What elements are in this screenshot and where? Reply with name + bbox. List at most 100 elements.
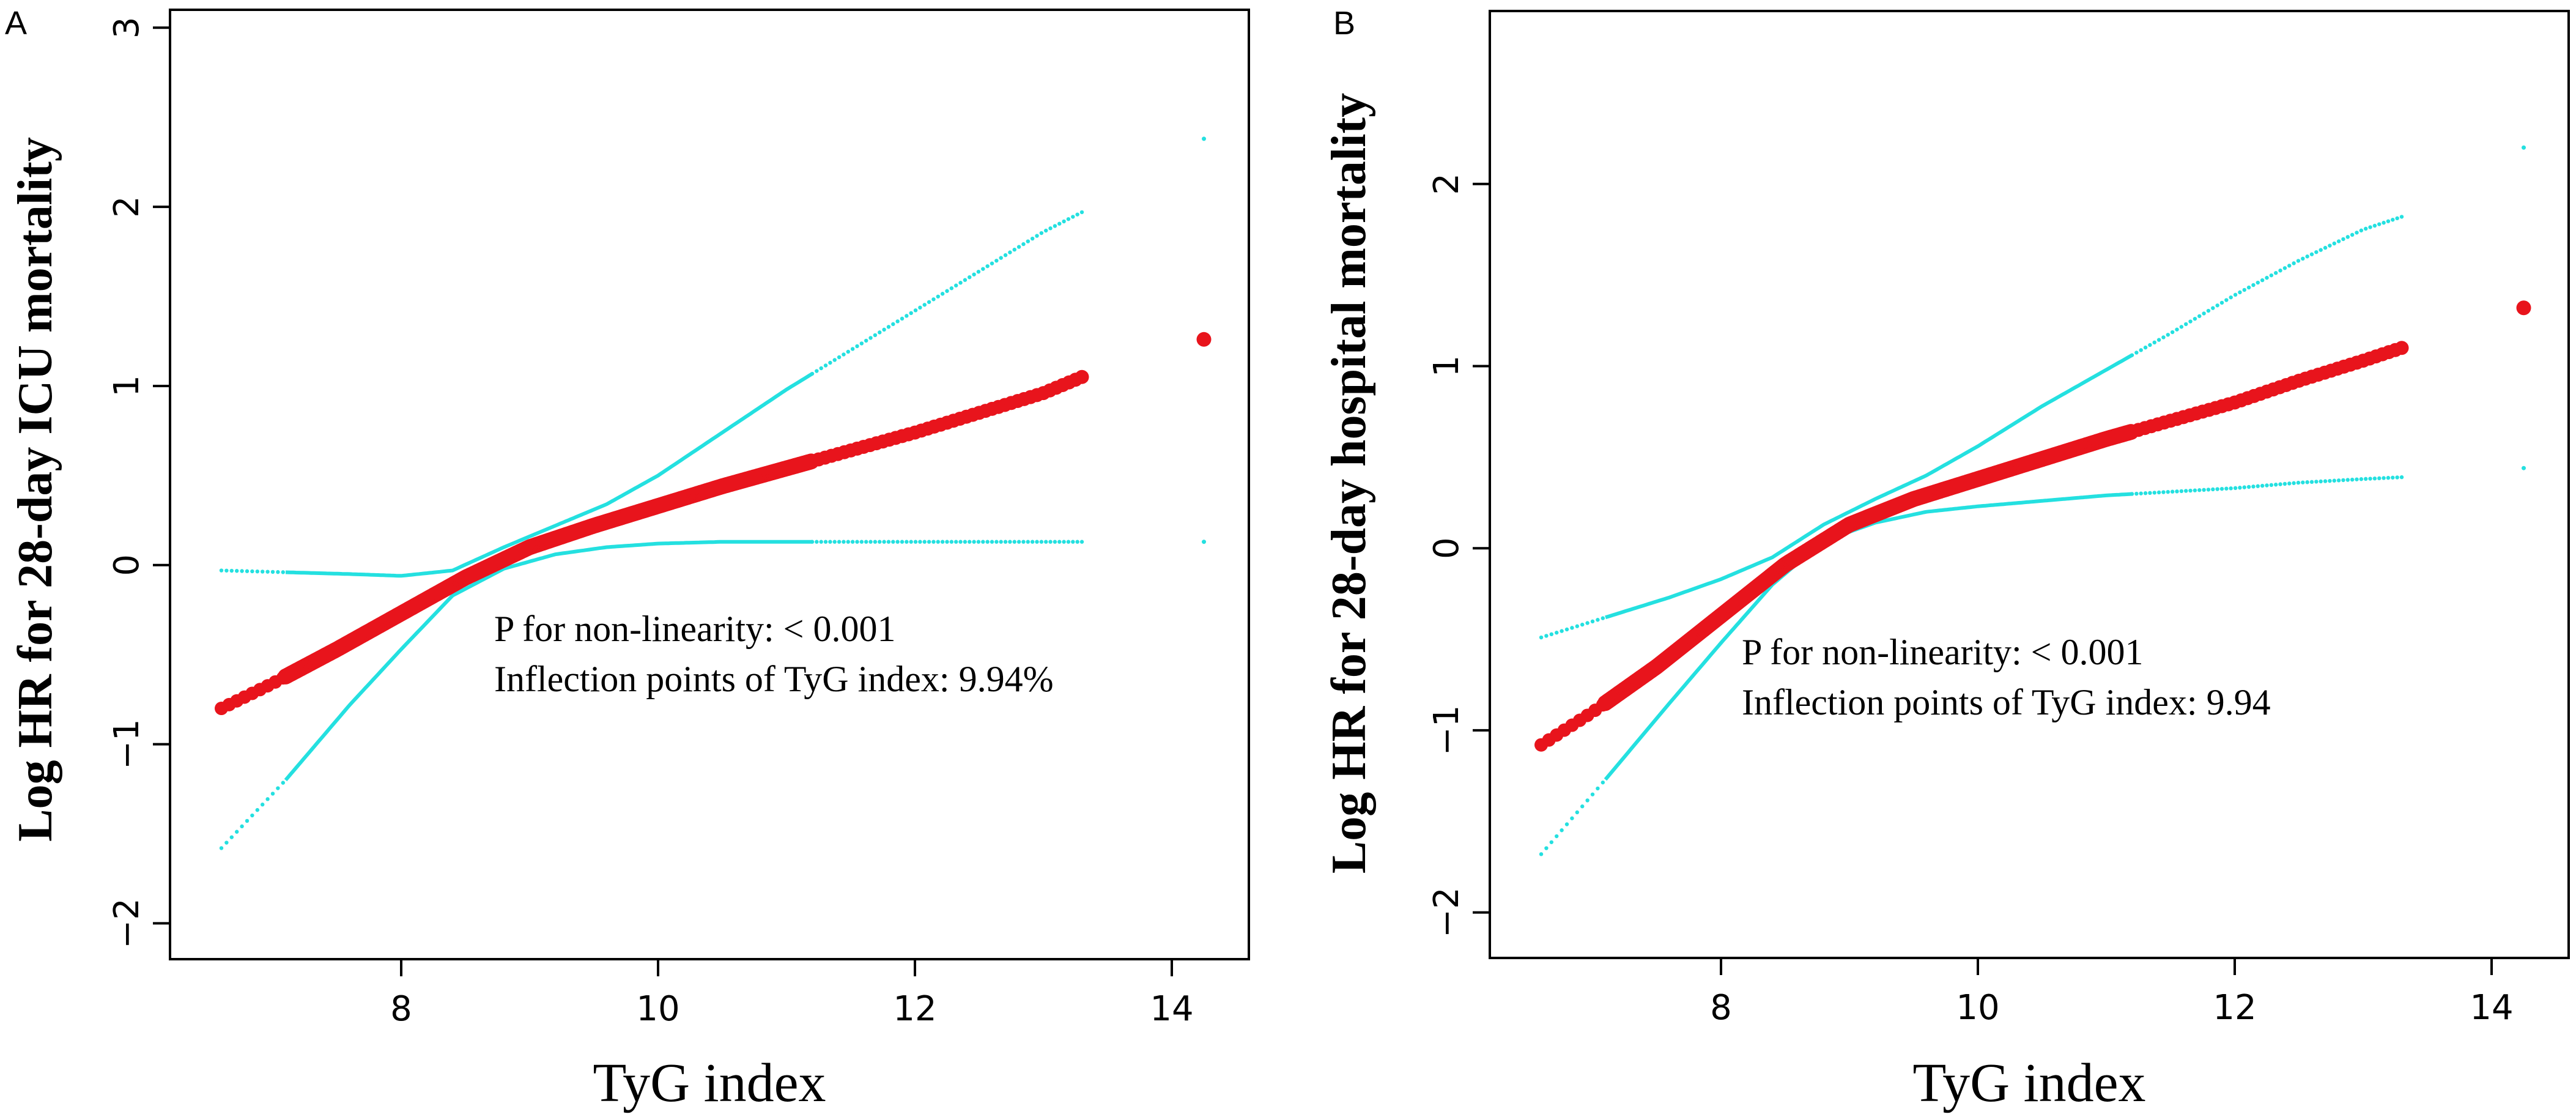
panel-a-ci-upper-dot	[882, 327, 886, 332]
panel-b-x-tick-label: 10	[1956, 988, 1999, 1028]
panel-a-ci-lower-dot	[250, 813, 254, 818]
panel-b-ci-upper-dot	[2229, 295, 2233, 300]
panel-a-ci-upper-dot	[823, 363, 828, 368]
panel-b-y-axis-title: Log HR for 28-day hospital mortality	[1322, 93, 1376, 874]
panel-a-ci-upper-dot	[868, 336, 873, 340]
panel-a-ci-lower-dot	[850, 540, 855, 544]
panel-b-outlier-estimate	[2516, 300, 2531, 316]
panel-b-ci-lower-dot	[2148, 491, 2152, 495]
panel-a-ci-lower-dot	[859, 540, 864, 544]
panel-a-ci-lower-dot	[819, 540, 823, 544]
panel-a-ci-upper-dot	[878, 330, 882, 335]
panel-a-ci-upper-dot	[913, 308, 918, 313]
panel-b-ci-upper-dot	[2197, 314, 2202, 318]
panel-b-ci-upper-dot	[2377, 222, 2382, 226]
panel-b-ci-upper-dot	[2319, 248, 2323, 252]
panel-b-ci-upper-dot	[2278, 269, 2282, 273]
panel-a-ci-lower-dot	[1075, 540, 1079, 544]
panel-b-ci-lower-dot	[2372, 476, 2377, 481]
panel-b-ci-lower-dot	[2197, 488, 2202, 492]
panel-a-ci-upper-dot	[909, 311, 913, 316]
panel-a-ci-lower-dot	[270, 792, 275, 796]
panel-a-outlier-estimate	[1196, 332, 1212, 347]
panel-b-ci-lower-dot	[2345, 478, 2350, 482]
panel-a-ci-lower-dot	[949, 540, 954, 544]
panel-b-ci-lower-dot	[2193, 488, 2197, 492]
panel-a-ci-lower-dot	[922, 540, 927, 544]
panel-a-ci-upper-dot	[864, 338, 868, 343]
panel-b-ci-lower-dot	[2224, 486, 2229, 491]
panel-b-label: B	[1333, 5, 1355, 42]
panel-a-ci-upper-dot	[976, 269, 981, 274]
panel-b-ci-lower-dot	[2287, 481, 2292, 486]
panel-b-ci-lower-dot	[2377, 476, 2382, 481]
panel-a-ci-upper-dot	[954, 283, 958, 288]
panel-b-ci-upper-dot	[2179, 325, 2184, 329]
panel-b-ci-upper-dot	[2219, 300, 2224, 305]
panel-b-ci-upper-dot	[2328, 243, 2332, 248]
panel-a-ci-lower-dot	[1039, 540, 1044, 544]
panel-a-outlier-ci-upper	[1202, 136, 1206, 141]
panel-a-ci-upper-line	[285, 372, 813, 578]
panel-a-ci-lower-dot	[846, 540, 851, 544]
panel-a-ci-lower-dot	[994, 540, 999, 544]
panel-b-ci-lower-dot	[2278, 482, 2282, 486]
panel-a-ci-upper-dot	[927, 300, 931, 304]
panel-a-ci-lower-dot	[1016, 540, 1021, 544]
panel-b-ci-upper-dot	[2260, 278, 2265, 283]
panel-b-ci-lower-dot	[2134, 491, 2139, 496]
panel-a-ci-upper-dot	[1030, 236, 1035, 241]
panel-b-ci-lower-dot	[2269, 483, 2274, 488]
panel-a-ci-lower-dot	[882, 540, 886, 544]
panel-b-ci-lower-dot	[1564, 822, 1569, 826]
panel-b-y-tick-label: 2	[1427, 173, 1467, 195]
panel-a-ci-upper-dot	[1053, 224, 1057, 228]
panel-b-ci-upper-dot	[1570, 626, 1574, 630]
panel-b-ci-upper-dot	[2130, 353, 2134, 357]
panel-b-ci-upper-dot	[2332, 241, 2336, 246]
panel-b-ci-lower-dot	[2336, 478, 2341, 483]
panel-b-x-tick-label: 14	[2470, 988, 2513, 1028]
panel-b-ci-upper-dot	[2372, 223, 2377, 228]
panel-b-ci-lower-dot	[1601, 780, 1605, 785]
panel-b-ci-lower-dot	[2152, 491, 2156, 495]
panel-a-ci-upper-dot	[999, 256, 1003, 260]
panel-b-ci-lower-dot	[2309, 480, 2314, 484]
panel-b-ci-lower-dot	[2211, 487, 2215, 492]
panel-a-ci-lower-dot	[255, 807, 259, 812]
panel-a-x-tick-label: 8	[390, 989, 412, 1029]
panel-b-ci-upper-dot	[2161, 335, 2166, 340]
panel-b-annotation-inflection: Inflection points of TyG index: 9.94	[1742, 682, 2271, 722]
panel-a-ci-upper-dot	[1039, 231, 1044, 236]
panel-a-ci-upper-dot	[270, 570, 275, 574]
panel-b-ci-upper-dot	[2296, 259, 2301, 263]
panel-b-ci-lower-dot	[2229, 486, 2233, 491]
panel-a-ci-upper-dot	[837, 355, 842, 360]
panel-a-ci-lower-dot	[1066, 540, 1071, 544]
panel-b-ci-upper-dot	[2193, 316, 2197, 321]
panel-b-ci-lower-dot	[2175, 489, 2179, 494]
panel-b-ci-upper-dot	[2143, 345, 2148, 350]
panel-a-ci-upper-dot	[261, 570, 265, 574]
panel-a-ci-upper-dot	[810, 371, 815, 376]
panel-a-ci-lower-dot	[891, 540, 895, 544]
panel-a-ci-upper-dot	[245, 569, 250, 573]
panel-b-ci-upper-dot	[2386, 219, 2391, 223]
panel-b-ci-lower-dot	[2314, 480, 2319, 484]
panel-a-ci-upper-dot	[1026, 239, 1031, 243]
panel-a-y-tick-label: 2	[107, 196, 147, 218]
panel-a-ci-upper-dot	[905, 314, 909, 318]
panel-b-ci-upper-dot	[2139, 348, 2143, 352]
panel-b-ci-lower-dot	[2251, 484, 2256, 489]
panel-a-ci-lower-dot	[927, 540, 931, 544]
panel-b-ci-lower-dot	[2292, 481, 2296, 485]
panel-a-ci-lower-dot	[900, 540, 905, 544]
panel-a-ci-upper-dot	[1066, 217, 1071, 221]
panel-a-ci-upper-dot	[828, 360, 832, 365]
panel-a-ci-upper-dot	[842, 352, 846, 357]
panel-b-ci-lower-dot	[2170, 489, 2175, 494]
panel-b-estimate-point	[2394, 341, 2409, 355]
panel-a-label: A	[5, 5, 27, 42]
panel-a-ci-lower-dot	[1044, 540, 1048, 544]
panel-a-ci-lower-dot	[913, 540, 918, 544]
